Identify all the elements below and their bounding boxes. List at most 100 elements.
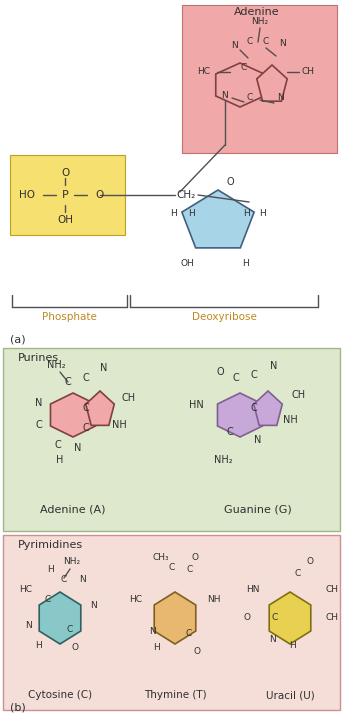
Text: Thymine (T): Thymine (T) <box>144 690 206 700</box>
Text: OH: OH <box>57 215 73 225</box>
Text: Uracil (U): Uracil (U) <box>265 690 315 700</box>
Text: C: C <box>241 63 247 73</box>
Text: Adenine (A): Adenine (A) <box>40 505 106 515</box>
Text: N: N <box>79 575 85 585</box>
Text: H: H <box>189 210 195 218</box>
Text: O: O <box>243 613 250 622</box>
Text: H: H <box>259 210 265 218</box>
Text: NH₂: NH₂ <box>251 18 269 26</box>
Text: Cytosine (C): Cytosine (C) <box>28 690 92 700</box>
Text: N: N <box>74 443 82 453</box>
Text: C: C <box>247 38 253 46</box>
Text: P: P <box>62 190 68 200</box>
Text: CH: CH <box>325 613 338 622</box>
Text: N: N <box>269 635 275 645</box>
Text: OH: OH <box>181 260 194 269</box>
Text: N: N <box>222 91 228 100</box>
Text: N: N <box>25 620 32 630</box>
Text: H: H <box>47 565 54 575</box>
Polygon shape <box>216 63 264 107</box>
Text: O: O <box>191 553 199 563</box>
Text: NH: NH <box>283 415 298 425</box>
Text: O: O <box>193 647 201 657</box>
Text: C: C <box>55 440 61 450</box>
Text: Guanine (G): Guanine (G) <box>224 505 292 515</box>
Text: C: C <box>263 38 269 46</box>
Text: HC: HC <box>19 585 32 595</box>
Text: C: C <box>67 625 73 635</box>
Text: O: O <box>307 558 314 567</box>
Text: C: C <box>83 373 90 383</box>
Text: H: H <box>288 640 295 650</box>
Text: O: O <box>216 367 224 377</box>
Text: C: C <box>227 427 233 437</box>
Polygon shape <box>217 393 262 437</box>
Polygon shape <box>50 393 95 437</box>
Text: CH₃: CH₃ <box>153 553 169 562</box>
Polygon shape <box>39 592 81 644</box>
Text: NH: NH <box>112 420 127 430</box>
Text: C: C <box>187 565 193 575</box>
Text: N: N <box>90 600 97 610</box>
Text: C: C <box>83 423 90 433</box>
Text: N: N <box>150 627 156 637</box>
Text: H: H <box>242 260 249 269</box>
Text: HC: HC <box>129 595 142 605</box>
Text: O: O <box>95 190 103 200</box>
Text: CH: CH <box>302 68 315 76</box>
FancyBboxPatch shape <box>3 535 340 710</box>
Text: (a): (a) <box>10 335 26 345</box>
Polygon shape <box>154 592 196 644</box>
FancyBboxPatch shape <box>3 348 340 531</box>
Text: Deoxyribose: Deoxyribose <box>191 312 257 322</box>
Text: N: N <box>276 93 283 103</box>
Text: NH₂: NH₂ <box>63 558 81 567</box>
Text: HO: HO <box>19 190 35 200</box>
Text: C: C <box>295 568 301 578</box>
Text: N: N <box>254 435 262 445</box>
Text: C: C <box>251 370 257 380</box>
Text: Purines: Purines <box>18 353 59 363</box>
Text: H: H <box>56 455 64 465</box>
Text: C: C <box>251 403 257 413</box>
Text: HN: HN <box>247 585 260 595</box>
Text: (b): (b) <box>10 702 26 712</box>
Text: NH₂: NH₂ <box>47 360 65 370</box>
Text: C: C <box>83 403 90 413</box>
Text: H: H <box>170 210 177 218</box>
Text: H: H <box>154 644 161 652</box>
Text: O: O <box>226 177 234 187</box>
Text: N: N <box>230 41 237 49</box>
Text: C: C <box>272 613 278 622</box>
Text: HC: HC <box>197 68 210 76</box>
Polygon shape <box>254 391 282 426</box>
Text: CH₂: CH₂ <box>176 190 195 200</box>
Text: Phosphate: Phosphate <box>42 312 96 322</box>
Text: H: H <box>35 640 42 650</box>
Text: CH: CH <box>122 393 136 403</box>
FancyBboxPatch shape <box>10 155 125 235</box>
Text: C: C <box>186 628 192 637</box>
FancyBboxPatch shape <box>182 5 337 153</box>
Text: C: C <box>233 373 239 383</box>
Text: H: H <box>243 210 249 218</box>
Text: CH: CH <box>325 585 338 595</box>
Text: C: C <box>247 93 253 103</box>
Polygon shape <box>86 391 114 426</box>
Text: C: C <box>35 420 42 430</box>
Text: N: N <box>270 361 278 371</box>
Text: Pyrimidines: Pyrimidines <box>18 540 83 550</box>
Text: C: C <box>64 377 71 387</box>
Text: C: C <box>45 595 51 605</box>
Text: C: C <box>61 575 67 583</box>
Text: C: C <box>169 563 175 573</box>
Text: N: N <box>279 39 285 48</box>
Polygon shape <box>269 592 311 644</box>
Text: N: N <box>35 398 42 408</box>
Text: HN: HN <box>189 400 204 410</box>
Text: O: O <box>61 168 69 178</box>
Text: NH₂: NH₂ <box>214 455 232 465</box>
Text: O: O <box>71 644 79 652</box>
Polygon shape <box>257 65 287 101</box>
Text: Adenine: Adenine <box>234 7 280 17</box>
